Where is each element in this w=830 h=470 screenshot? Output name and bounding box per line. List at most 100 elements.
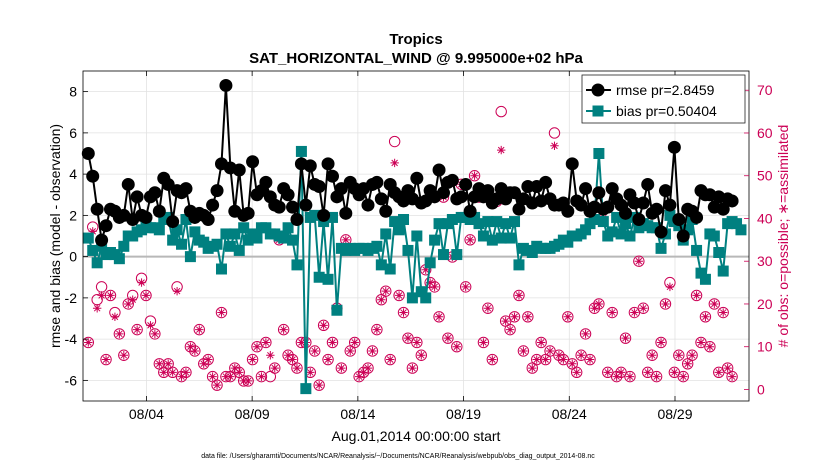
rmse-point — [370, 175, 384, 189]
rmse-point — [152, 204, 166, 218]
rmse-point — [627, 196, 641, 210]
obs-assimilated-point — [430, 282, 439, 292]
obs-assimilated-point — [670, 368, 679, 377]
obs-assimilated-point — [674, 351, 684, 360]
bias-point — [411, 230, 423, 242]
rmse-point — [95, 233, 109, 247]
rmse-point — [658, 184, 672, 198]
bias-point — [402, 244, 414, 256]
bias-point — [717, 265, 729, 277]
bias-point — [424, 257, 436, 269]
bias-point — [282, 222, 294, 234]
obs-possible-point — [255, 370, 268, 383]
rmse-point — [672, 213, 686, 226]
obs-assimilated-point — [266, 351, 275, 360]
rmse-point — [654, 225, 668, 239]
bias-point — [87, 244, 99, 256]
obs-assimilated-point — [164, 359, 173, 369]
obs-assimilated-point — [119, 351, 129, 360]
x-tick-label: 08/14 — [340, 406, 375, 422]
y-axis-label: rmse and bias (model - observation) — [47, 124, 63, 348]
obs-possible-point — [100, 353, 112, 366]
obs-possible-point — [522, 311, 534, 323]
obs-possible-point — [353, 370, 365, 383]
obs-possible-point — [189, 345, 201, 357]
obs-assimilated-point — [203, 355, 213, 364]
obs-assimilated-point — [394, 291, 404, 300]
bias-point — [278, 232, 290, 244]
obs-possible-point — [650, 370, 663, 383]
y-tick-label: 6 — [69, 125, 77, 141]
obs-possible-point — [118, 349, 130, 361]
obs-assimilated-point — [239, 376, 248, 386]
bias-point — [295, 145, 307, 157]
obs-possible-point — [433, 311, 445, 323]
obs-possible-point — [282, 349, 294, 361]
obs-possible-point — [726, 370, 738, 383]
obs-possible-point — [673, 349, 685, 361]
y-right-tick-label: 40 — [757, 210, 773, 226]
bias-point — [313, 271, 325, 283]
bias-point — [415, 286, 427, 298]
obs-possible-point — [464, 234, 476, 246]
obs-assimilated-point — [270, 363, 279, 373]
rmse-point — [272, 200, 286, 214]
obs-assimilated-point — [568, 359, 577, 369]
obs-assimilated-point — [248, 355, 257, 364]
obs-possible-point — [322, 353, 334, 366]
obs-assimilated-point — [505, 325, 515, 334]
rmse-point — [90, 202, 104, 216]
rmse-point — [636, 196, 650, 210]
rmse-point — [436, 186, 450, 200]
bias-point — [380, 228, 392, 240]
obs-possible-point — [348, 336, 361, 349]
obs-assimilated-point — [381, 286, 390, 296]
obs-assimilated-point — [576, 351, 586, 360]
obs-possible-point — [371, 323, 383, 336]
rmse-point — [632, 213, 646, 226]
obs-assimilated-point — [354, 372, 364, 381]
obs-assimilated-point — [425, 278, 435, 287]
obs-possible-point — [180, 366, 192, 379]
rmse-point — [219, 78, 233, 92]
rmse-point — [579, 182, 593, 196]
obs-assimilated-point — [195, 325, 204, 334]
obs-assimilated-point — [621, 333, 630, 343]
obs-assimilated-point — [132, 325, 142, 334]
bias-point — [624, 230, 636, 242]
bias-point — [562, 236, 574, 248]
rmse-point — [725, 194, 739, 208]
obs-assimilated-point — [155, 359, 164, 369]
x-tick-label: 08/04 — [129, 406, 164, 422]
obs-assimilated-point — [639, 304, 648, 313]
obs-assimilated-point — [386, 355, 395, 364]
rmse-point — [379, 204, 393, 218]
obs-assimilated-point — [581, 329, 590, 339]
bias-point — [477, 230, 489, 242]
obs-possible-point — [393, 289, 405, 302]
obs-assimilated-point — [719, 308, 728, 317]
obs-assimilated-point — [168, 368, 177, 377]
obs-assimilated-point — [532, 355, 541, 364]
rmse-point — [201, 213, 215, 226]
bias-point — [597, 216, 609, 228]
bias-point — [682, 224, 694, 236]
bias-point — [393, 224, 405, 236]
y-tick-label: 2 — [69, 207, 77, 223]
obs-possible-point — [593, 298, 605, 310]
rmse-point — [259, 175, 273, 189]
obs-possible-point — [406, 362, 419, 374]
bias-point — [113, 253, 125, 265]
bias-point — [82, 232, 94, 244]
rmse-bias-series — [81, 78, 747, 395]
rmse-point — [641, 177, 655, 191]
obs-assimilated-point — [350, 338, 359, 347]
obs-assimilated-point — [679, 372, 688, 381]
rmse-point — [592, 186, 606, 200]
obs-assimilated-point — [279, 325, 288, 334]
obs-possible-point — [624, 370, 636, 383]
obs-assimilated-point — [541, 355, 550, 364]
obs-assimilated-point — [528, 363, 537, 373]
obs-possible-point — [211, 379, 223, 391]
rmse-point — [179, 182, 193, 196]
